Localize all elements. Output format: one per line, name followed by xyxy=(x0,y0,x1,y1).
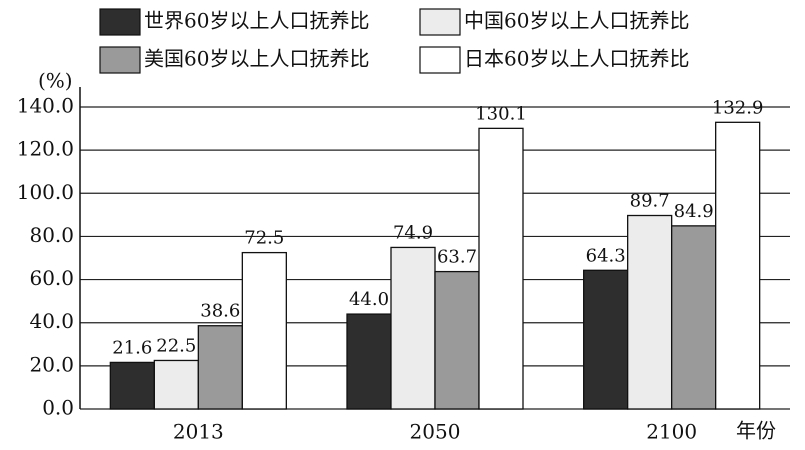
value-label: 44.0 xyxy=(349,289,389,310)
value-label: 89.7 xyxy=(630,191,670,212)
y-tick-label: 80.0 xyxy=(29,223,74,247)
bar xyxy=(715,121,761,410)
value-label: 72.5 xyxy=(244,228,284,249)
value-label: 64.3 xyxy=(586,245,626,266)
bar xyxy=(109,361,155,410)
bar xyxy=(627,214,673,410)
value-label: 84.9 xyxy=(674,201,714,222)
y-tick-label: 20.0 xyxy=(29,352,74,376)
value-label: 132.9 xyxy=(712,97,764,118)
x-tick-label: 2013 xyxy=(173,420,224,444)
y-unit: (%) xyxy=(38,69,73,93)
bar xyxy=(346,313,392,410)
legend-swatch xyxy=(419,8,461,36)
bar xyxy=(583,269,629,410)
x-tick-label: 2050 xyxy=(410,420,461,444)
legend-label: 世界60岁以上人口抚养比 xyxy=(144,9,369,33)
bar xyxy=(153,359,199,410)
value-label: 130.1 xyxy=(475,103,527,124)
legend-label: 美国60岁以上人口抚养比 xyxy=(144,47,369,71)
value-label: 22.5 xyxy=(156,335,196,356)
bar xyxy=(197,325,243,410)
value-label: 21.6 xyxy=(112,337,152,358)
bar xyxy=(241,251,287,410)
legend-swatch xyxy=(99,46,141,74)
value-label: 74.9 xyxy=(393,222,433,243)
bar xyxy=(390,246,436,410)
legend-swatch xyxy=(99,8,141,36)
y-tick-label: 40.0 xyxy=(29,309,74,333)
y-tick-label: 60.0 xyxy=(29,266,74,290)
legend-label: 中国60岁以上人口抚养比 xyxy=(464,9,689,33)
legend-swatch xyxy=(419,46,461,74)
bar xyxy=(478,127,524,410)
bar xyxy=(671,225,717,410)
bar xyxy=(434,270,480,410)
x-tick-label: 2100 xyxy=(646,420,697,444)
value-label: 63.7 xyxy=(437,247,477,268)
y-tick-label: 140.0 xyxy=(17,94,74,118)
legend-label: 日本60岁以上人口抚养比 xyxy=(464,47,689,71)
x-axis-label: 年份 xyxy=(736,419,776,443)
y-tick-label: 120.0 xyxy=(17,137,74,161)
y-tick-label: 100.0 xyxy=(17,180,74,204)
value-label: 38.6 xyxy=(200,301,240,322)
y-tick-label: 0.0 xyxy=(42,396,74,420)
